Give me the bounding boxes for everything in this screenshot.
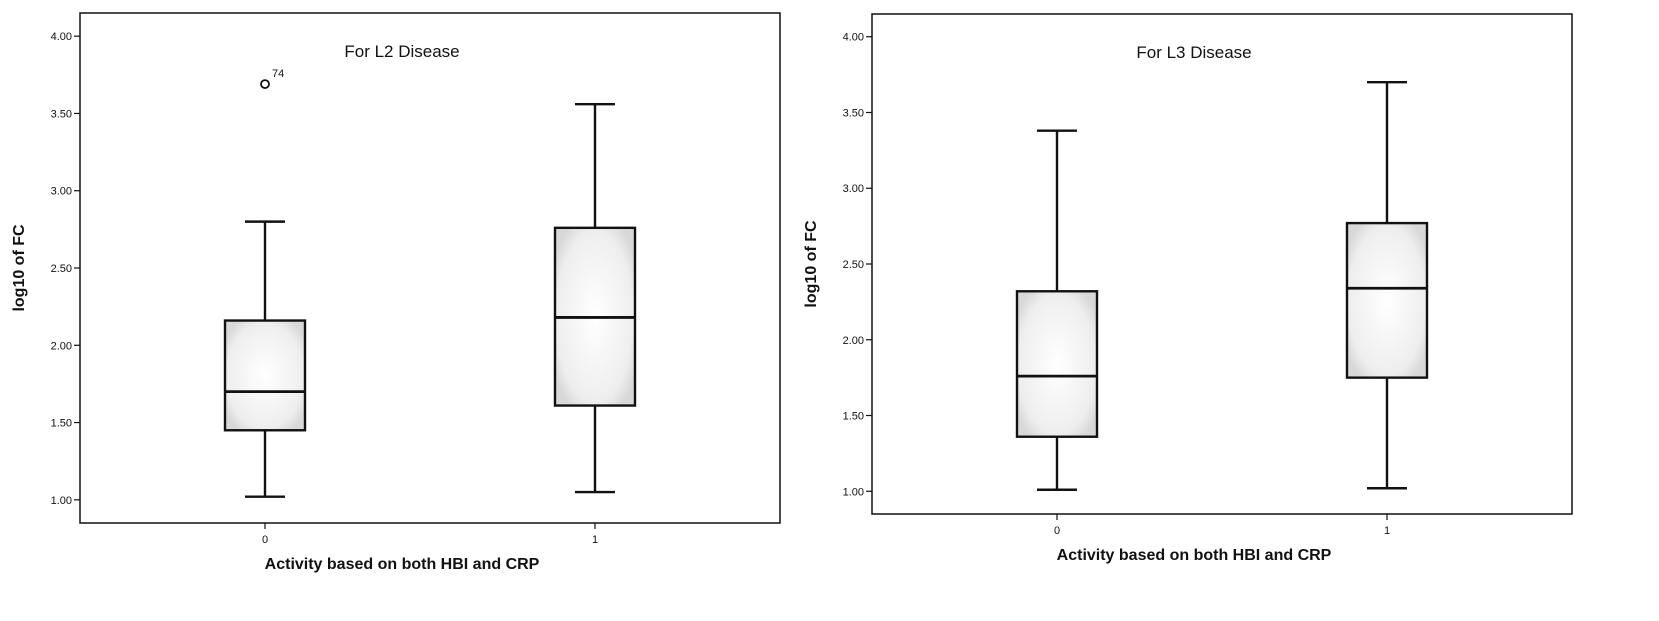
y-tick-label: 4.00 [843, 32, 864, 44]
box-1: 1 [553, 102, 637, 546]
box-0: 0 [1015, 129, 1099, 537]
iqr-box [1015, 290, 1099, 438]
y-tick-label: 3.50 [51, 108, 72, 120]
y-tick-label: 1.50 [51, 418, 72, 430]
box-0: 0 74 [223, 68, 307, 546]
outlier-label: 74 [272, 68, 284, 80]
y-tick-label: 4.00 [51, 31, 72, 43]
outlier-point [260, 79, 270, 89]
y-tick-label: 2.50 [843, 259, 864, 271]
y-tick-label: 2.00 [843, 335, 864, 347]
y-tick-label: 2.50 [51, 263, 72, 275]
box-1: 1 [1345, 80, 1429, 537]
y-axis-label: log10 of FC [11, 224, 28, 312]
iqr-box [1345, 221, 1429, 379]
x-tick-label: 0 [262, 534, 268, 546]
y-tick-label: 3.00 [51, 186, 72, 198]
y-tick-label: 3.00 [843, 183, 864, 195]
y-tick-label: 3.50 [843, 107, 864, 119]
chart-title: For L3 Disease [1136, 43, 1251, 62]
chart-panel-2: For L3 Disease 1.00 1.50 2.00 2.50 3.00 3.50 4.… [803, 13, 1573, 564]
y-tick-label: 1.00 [843, 486, 864, 498]
x-axis-label: Activity based on both HBI and CRP [265, 556, 540, 573]
x-tick-label: 0 [1054, 525, 1060, 537]
iqr-box [223, 319, 307, 432]
y-tick-label: 1.00 [51, 495, 72, 507]
plot-frame [871, 13, 1573, 515]
y-tick-label: 1.50 [843, 411, 864, 423]
x-tick-label: 1 [592, 534, 598, 546]
x-tick-label: 1 [1384, 525, 1390, 537]
x-axis-label: Activity based on both HBI and CRP [1057, 547, 1332, 564]
chart-title: For L2 Disease [344, 42, 459, 61]
y-tick-label: 2.00 [51, 340, 72, 352]
y-axis-label: log10 of FC [803, 220, 820, 308]
plot-frame [79, 12, 781, 524]
chart-panel-1: For L2 Disease 1.00 1.50 2.00 2.50 3.00 3.50 4.… [11, 12, 781, 573]
